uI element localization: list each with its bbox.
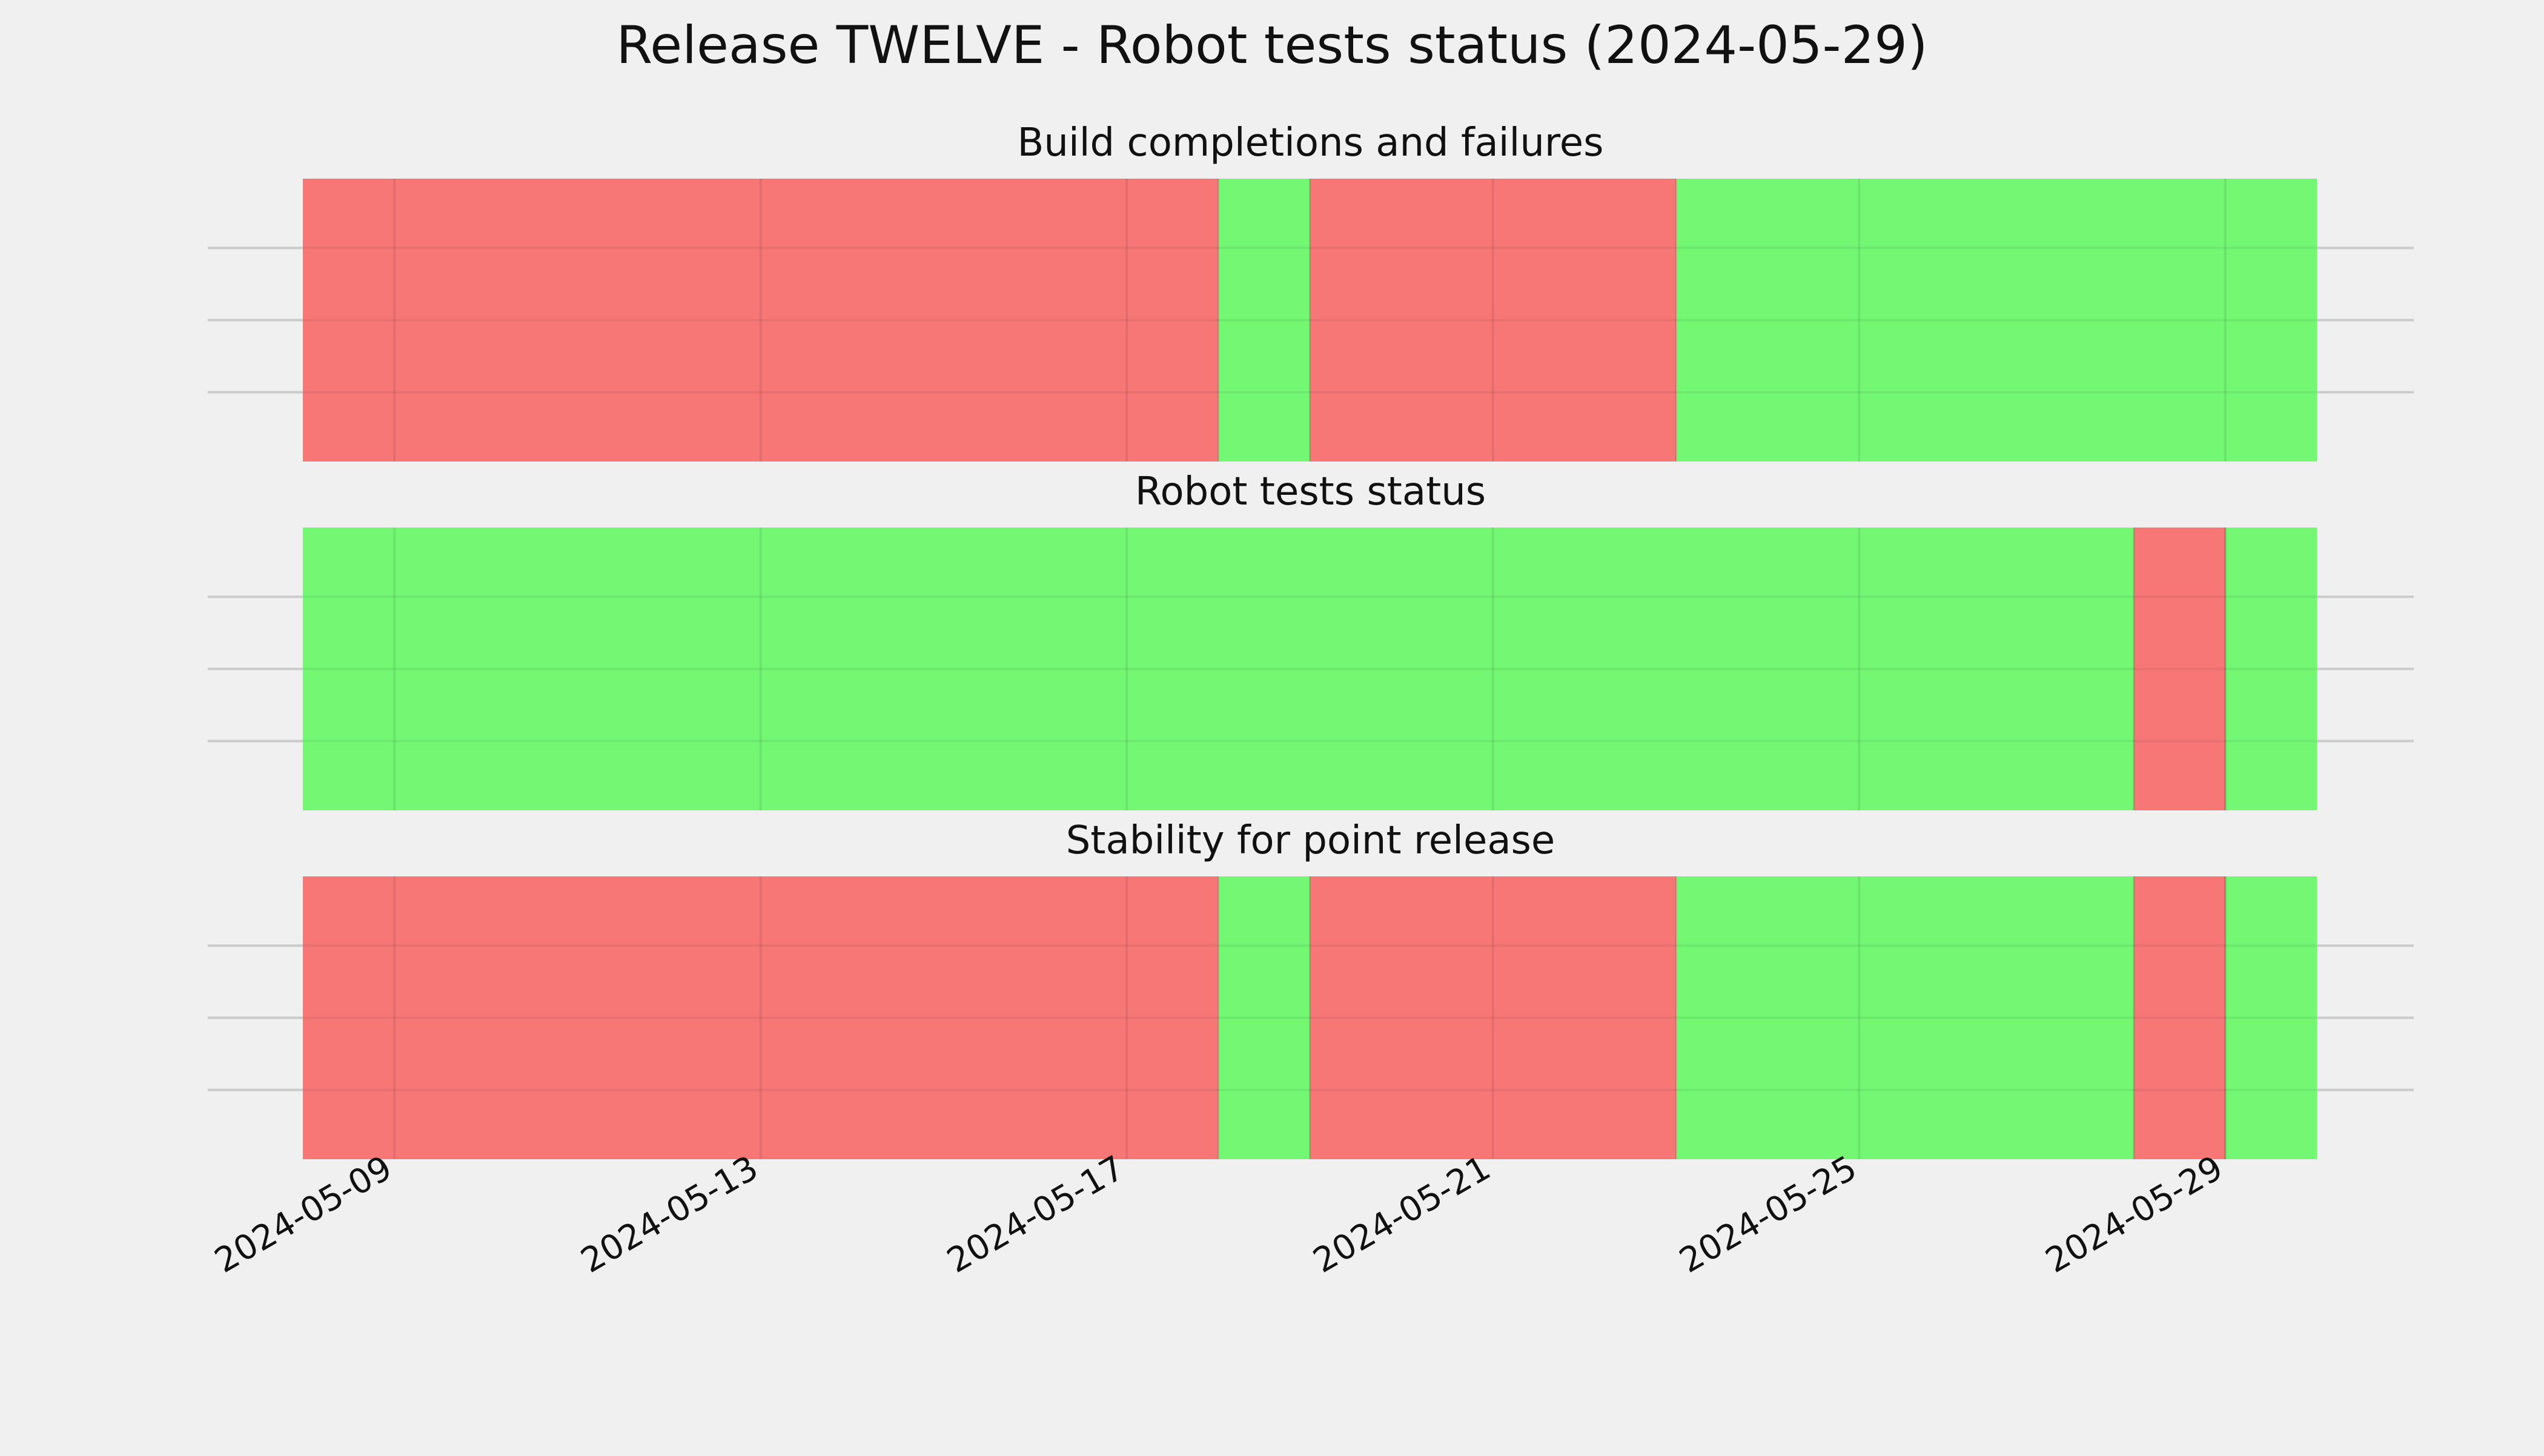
segment-fail	[303, 179, 1219, 462]
x-tick-label: 2024-05-21	[1307, 1148, 1497, 1281]
segment-pass	[1218, 179, 1310, 462]
x-axis-ticks: 2024-05-09 2024-05-13 2024-05-17 2024-05-21…	[208, 1148, 2230, 1281]
segment-pass	[1676, 876, 2134, 1159]
panel-1: Build completions and failures	[208, 121, 2414, 462]
segment-pass	[303, 528, 2134, 810]
panel-2: Robot tests status	[208, 469, 2414, 810]
segment-fail	[2133, 528, 2225, 810]
chart-title: Release TWELVE - Robot tests status (202…	[616, 15, 1927, 76]
segment-fail	[1310, 876, 1677, 1159]
segment-pass	[1218, 876, 1310, 1159]
x-tick-label: 2024-05-13	[574, 1148, 764, 1281]
segment-pass	[2225, 876, 2317, 1159]
segment-pass	[2225, 528, 2317, 810]
x-tick-label: 2024-05-09	[208, 1148, 399, 1281]
x-tick-label: 2024-05-29	[2039, 1148, 2230, 1281]
segment-fail	[303, 876, 1219, 1159]
panel-3: Stability for point release	[208, 818, 2414, 1159]
x-tick-label: 2024-05-17	[941, 1148, 1131, 1281]
panel-title: Stability for point release	[1066, 818, 1555, 863]
segment-fail	[2133, 876, 2225, 1159]
panel-title: Build completions and failures	[1018, 121, 1604, 165]
x-tick-label: 2024-05-25	[1673, 1148, 1863, 1281]
panel-title: Robot tests status	[1135, 469, 1486, 514]
segment-pass	[1676, 179, 2317, 462]
panels-layer: Build completions and failures Robot test…	[208, 121, 2414, 1159]
segment-fail	[1310, 179, 1677, 462]
